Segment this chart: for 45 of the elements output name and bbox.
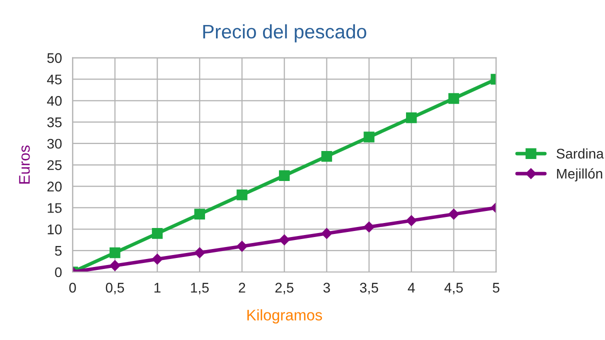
point — [110, 260, 120, 272]
point — [448, 93, 460, 104]
x-tick-label: 3 — [323, 282, 330, 293]
x-tick-label: 0,5 — [106, 282, 124, 294]
x-tick-label: 4,5 — [444, 282, 463, 294]
y-tick-label: 40 — [47, 96, 62, 106]
y-tick-label: 45 — [47, 74, 62, 84]
x-axis-title: Kilogramos — [247, 309, 322, 324]
y-tick-label: 0 — [55, 267, 62, 278]
y-tick-label: 50 — [47, 53, 62, 63]
point — [448, 208, 460, 220]
point — [152, 228, 163, 239]
chart-title: Precio del pescado — [203, 24, 366, 42]
legend-label: Mejillón — [557, 168, 602, 182]
y-tick-label: 15 — [48, 203, 62, 213]
point — [236, 190, 248, 200]
x-tick-label: 1 — [154, 282, 160, 292]
x-tick-label: 0 — [69, 282, 76, 293]
point — [278, 234, 290, 246]
point — [194, 208, 206, 220]
point — [278, 170, 290, 181]
x-tick-label: 5 — [492, 282, 500, 293]
point — [321, 228, 332, 239]
y-tick-label: 5 — [55, 246, 62, 256]
x-tick-label: 3,5 — [360, 282, 378, 294]
point — [110, 247, 120, 258]
point — [321, 150, 332, 162]
point — [236, 240, 248, 252]
point — [406, 112, 417, 124]
x-tick-label: 4 — [408, 282, 415, 292]
y-tick-label: 30 — [47, 138, 62, 149]
y-axis-title: Euros — [19, 145, 30, 184]
y-tick-label: 35 — [47, 117, 62, 128]
x-tick-label: 2 — [238, 282, 246, 292]
x-tick-label: 1,5 — [191, 282, 209, 294]
x-tick-label: 2,5 — [275, 282, 294, 294]
legend-label: Sardina — [556, 148, 604, 159]
y-tick-label: 20 — [47, 182, 62, 192]
point — [364, 132, 374, 142]
point — [406, 215, 417, 226]
y-tick-label: 25 — [47, 160, 62, 170]
y-tick-label: 10 — [48, 224, 62, 234]
point — [152, 254, 163, 265]
point — [194, 247, 206, 258]
point — [364, 222, 374, 232]
